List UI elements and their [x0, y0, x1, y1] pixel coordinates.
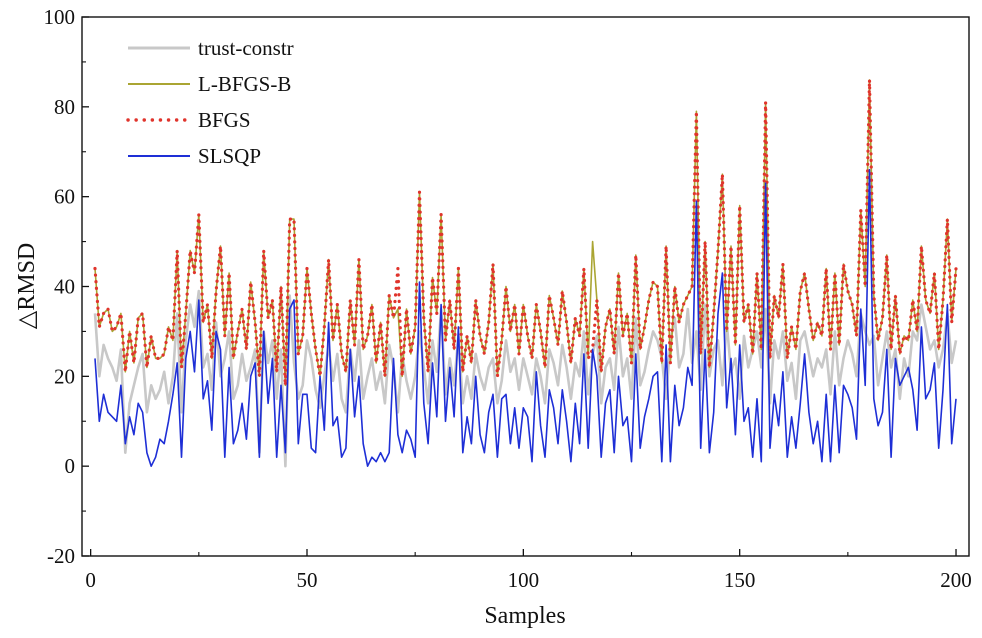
legend: trust-constr L-BFGS-B BFGS SLSQP — [126, 36, 294, 168]
y-tick-label: 60 — [54, 185, 75, 209]
y-tick-label: 0 — [65, 454, 76, 478]
legend-label-0: trust-constr — [198, 36, 294, 60]
series-line-2 — [93, 78, 958, 387]
y-tick-label: 100 — [44, 5, 76, 29]
axis-ticks — [82, 16, 957, 557]
legend-label-3: SLSQP — [198, 144, 261, 168]
y-tick-label: 20 — [54, 364, 75, 388]
series-line-3 — [94, 168, 957, 468]
legend-label-2: BFGS — [198, 108, 251, 132]
legend-label-1: L-BFGS-B — [198, 72, 291, 96]
x-tick-label: 200 — [940, 568, 972, 592]
x-tick-label: 0 — [85, 568, 96, 592]
series-line-0 — [93, 289, 958, 468]
x-tick-label: 100 — [508, 568, 540, 592]
x-tick-label: 150 — [724, 568, 756, 592]
x-tick-label: 50 — [296, 568, 317, 592]
y-tick-label: -20 — [47, 544, 75, 568]
y-tick-label: 80 — [54, 95, 75, 119]
y-tick-label: 40 — [54, 275, 75, 299]
axis-tick-labels: 0 50 100 150 200 -20 0 20 40 60 80 100 — [44, 5, 972, 592]
x-axis-title: Samples — [484, 603, 565, 629]
y-axis-title: △RMSD — [14, 243, 40, 329]
series-layer — [93, 78, 958, 468]
